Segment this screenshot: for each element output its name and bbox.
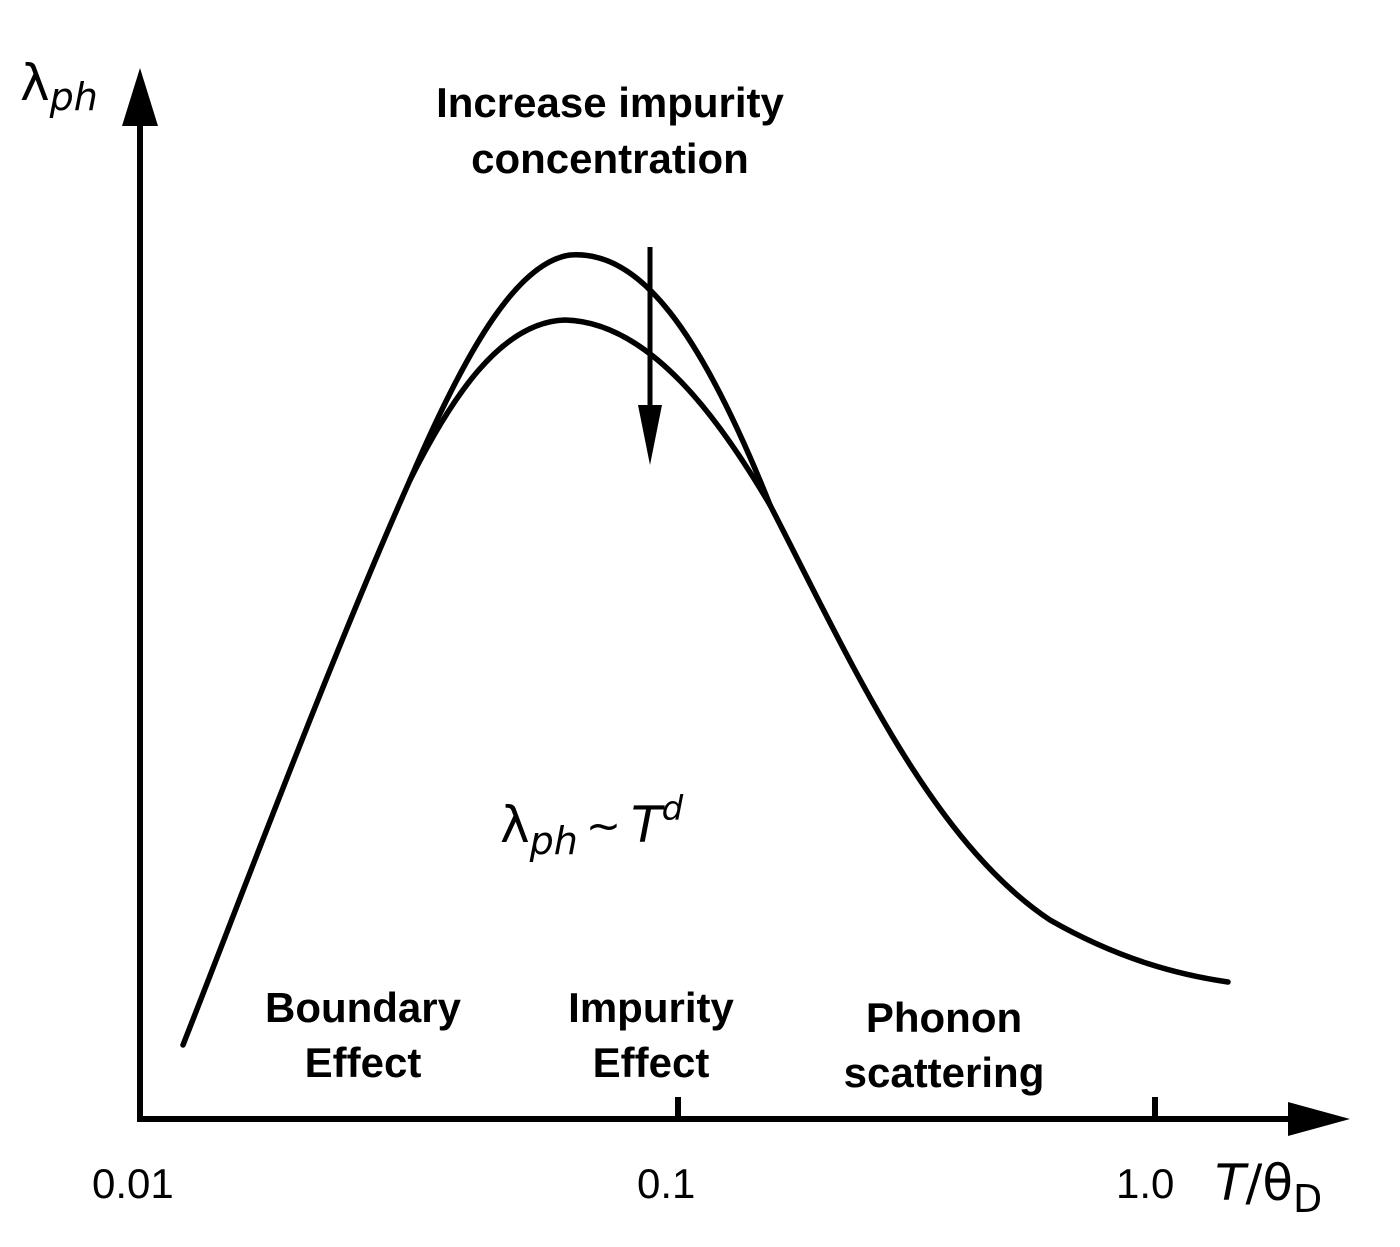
annotation-line2: concentration [471,135,749,182]
y-axis-arrowhead [122,68,158,126]
region-boundary-line1: Boundary [265,984,462,1031]
x-axis-slash: / [1246,1154,1263,1212]
x-tick-label-1.0: 1.0 [1116,1160,1174,1207]
x-axis-arrowhead [1288,1102,1350,1136]
formula-variable: T [631,796,665,854]
lower-curve [407,317,773,508]
region-phonon-line2: scattering [844,1049,1045,1096]
annotation-line1: Increase impurity [436,79,784,126]
formula-symbol: λ [500,796,530,854]
region-impurity-line1: Impurity [568,984,734,1031]
x-axis-variable: T [1215,1154,1249,1212]
x-axis-label: T/θD [1215,1154,1322,1221]
impurity-arrow-head [638,405,662,465]
x-tick-label-0.1: 0.1 [637,1160,695,1207]
region-impurity-line2: Effect [593,1039,710,1086]
region-phonon-line1: Phonon [866,994,1022,1041]
formula-tilde: ~ [586,801,621,850]
upper-curve [180,252,1231,1048]
formula-exponent: d [662,789,684,829]
formula-subscript: ph [529,819,578,863]
formula: λph ~ Td [500,789,684,863]
x-axis-theta-subscript: D [1293,1177,1322,1221]
y-axis-subscript: ph [49,75,98,119]
x-tick-label-0.01: 0.01 [92,1160,174,1207]
x-axis-theta: θ [1262,1154,1293,1212]
region-boundary-line2: Effect [305,1039,422,1086]
y-axis-label: λph [20,54,98,119]
y-axis-symbol: λ [20,54,50,112]
